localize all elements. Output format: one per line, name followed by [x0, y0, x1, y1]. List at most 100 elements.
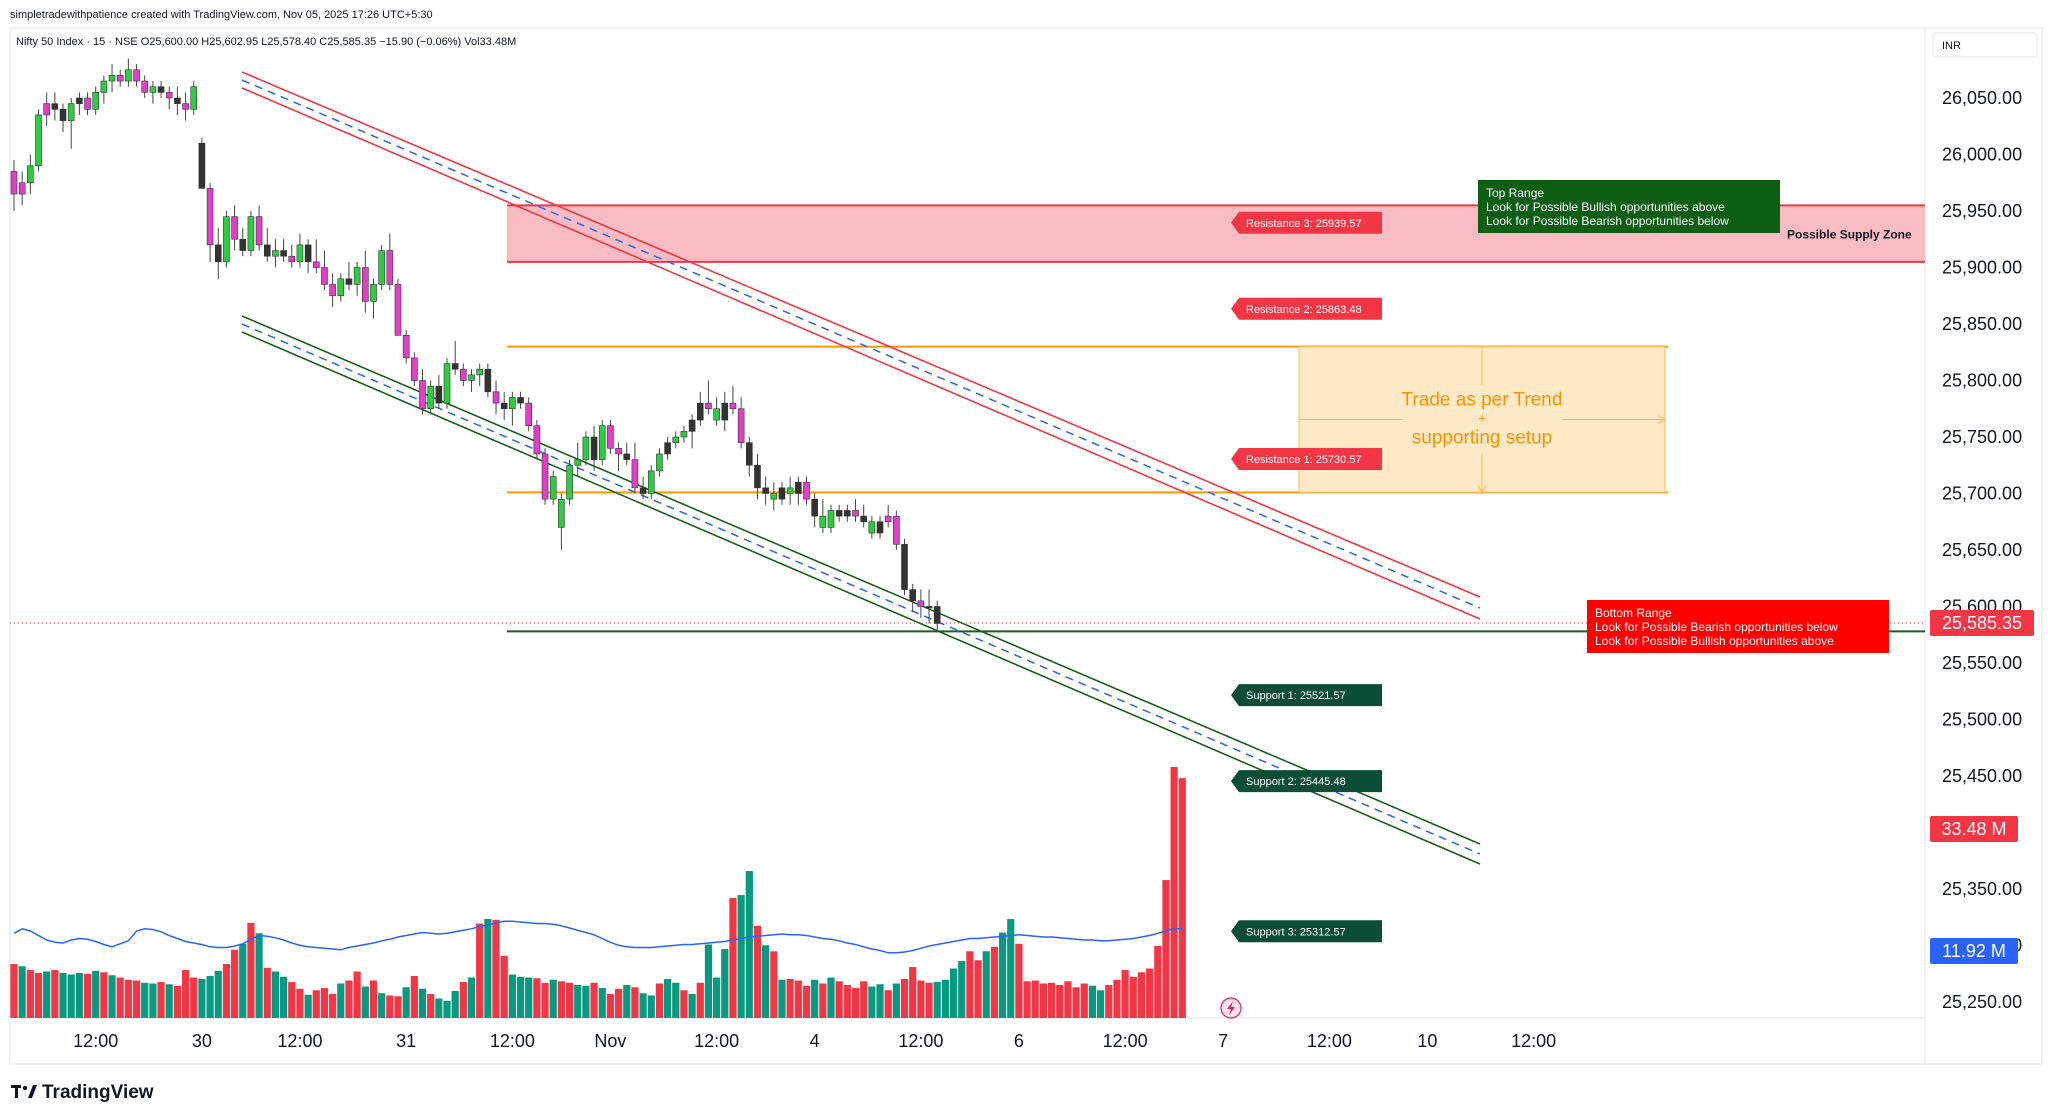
volume-bar: [476, 923, 484, 1018]
candle: [206, 182, 214, 262]
volume-bar: [802, 985, 811, 1018]
bottom-range-box[interactable]: [1587, 600, 1889, 653]
candle-body: [688, 419, 696, 432]
candle: [198, 137, 206, 189]
candle-body: [51, 103, 59, 110]
volume-bar: [990, 946, 998, 1018]
candle-body: [255, 216, 263, 246]
volume-bar: [239, 943, 247, 1018]
candle-body: [345, 278, 353, 285]
volume-bar: [860, 981, 868, 1018]
candle: [754, 453, 761, 500]
volume-bars: [10, 767, 1186, 1018]
trade-box-line1: Trade as per Trend: [1402, 389, 1563, 410]
candle-body: [223, 216, 230, 263]
volume-bar: [680, 990, 688, 1018]
candle-body: [607, 425, 614, 449]
volume-bar: [884, 990, 892, 1018]
candle: [362, 250, 369, 313]
candle-body: [133, 69, 140, 82]
candle: [402, 329, 410, 364]
candle: [312, 239, 320, 274]
volume-bar: [835, 981, 843, 1018]
volume-badge: [1930, 816, 2018, 842]
candle: [231, 205, 238, 251]
candle: [778, 482, 786, 505]
volume-bar: [753, 925, 762, 1018]
candle: [541, 448, 549, 505]
candle: [844, 504, 851, 522]
volume-bar: [770, 951, 778, 1018]
candle-body: [484, 368, 492, 393]
support-label-1: Support 1: 25521.57: [1231, 684, 1382, 707]
candle-body: [149, 86, 157, 93]
candle-body: [737, 408, 745, 443]
candle: [811, 493, 818, 528]
candle: [280, 239, 287, 262]
volume-bar: [974, 960, 982, 1018]
volume-bar: [868, 986, 876, 1018]
price-axis-ticks[interactable]: 26,050.00 26,000.00 25,950.00 25,900.00 25,8…: [1942, 88, 2022, 1012]
candle: [933, 600, 941, 632]
candle-body: [590, 436, 598, 460]
volume-bar: [598, 988, 606, 1018]
candle-body: [819, 515, 827, 528]
price-tick: 25,750.00: [1942, 427, 2022, 447]
tradingview-logo: [11, 1085, 37, 1098]
support-label-1-text: Support 1: 25521.57: [1246, 690, 1346, 702]
bottom-range-title: Bottom Range: [1595, 606, 1672, 620]
support-channel-upper: [241, 315, 1481, 845]
candle: [27, 154, 34, 195]
price-tick: 25,900.00: [1942, 258, 2022, 278]
candle: [647, 465, 655, 500]
candle-body: [214, 244, 222, 263]
candle: [435, 374, 443, 409]
candle-body: [492, 391, 500, 404]
candle: [492, 380, 500, 415]
top-range-line1: Look for Possible Bullish opportunities …: [1486, 200, 1725, 214]
candle: [721, 391, 729, 432]
candle-body: [672, 436, 680, 443]
candle: [925, 589, 933, 624]
price-tick: 25,450.00: [1942, 766, 2022, 786]
candlesticks[interactable]: [10, 58, 941, 632]
volume-bar: [729, 898, 737, 1018]
credit-text: simpletradewithpatience created with Tra…: [10, 9, 433, 21]
candle: [876, 516, 884, 539]
candle: [76, 92, 83, 115]
time-tick: 12:00: [898, 1031, 943, 1051]
support-resistance-labels: Resistance 3: 25939.57 Resistance 2: 2586…: [1231, 211, 1382, 943]
candle-body: [533, 425, 541, 455]
candle-body: [500, 402, 508, 410]
candle: [174, 86, 181, 115]
candle: [590, 425, 598, 471]
volume-bar: [827, 977, 835, 1018]
top-range-box[interactable]: [1478, 180, 1780, 233]
candle: [337, 273, 345, 302]
symbol-legend[interactable]: Nifty 50 Index · 15 · NSE O25,600.00 H25…: [16, 36, 516, 48]
candle-body: [419, 380, 426, 410]
volume-bar: [900, 979, 909, 1018]
volume-bar: [949, 968, 958, 1018]
candle-body: [729, 402, 737, 410]
support-label-1-shape: [1231, 684, 1382, 707]
time-axis-ticks[interactable]: 12:00 30 12:00 31 12:00 Nov 12:00 4 12:00 6 12:00 7…: [73, 1031, 1556, 1051]
candle: [615, 442, 622, 471]
trend-channels[interactable]: [241, 71, 1481, 865]
volume-bar: [18, 966, 26, 1018]
candle: [835, 504, 843, 522]
candle-body: [247, 216, 255, 251]
candle-body: [272, 250, 279, 257]
volume-bar: [451, 991, 459, 1018]
volume-bar: [1007, 919, 1015, 1018]
volume-bar: [386, 995, 394, 1018]
candle: [786, 476, 794, 505]
currency-box[interactable]: [1932, 32, 2038, 58]
candle-body: [59, 109, 67, 121]
candle-body: [803, 481, 810, 500]
candle: [247, 211, 255, 257]
candle: [10, 160, 18, 211]
volume-bar: [263, 967, 271, 1018]
candle: [901, 538, 908, 596]
